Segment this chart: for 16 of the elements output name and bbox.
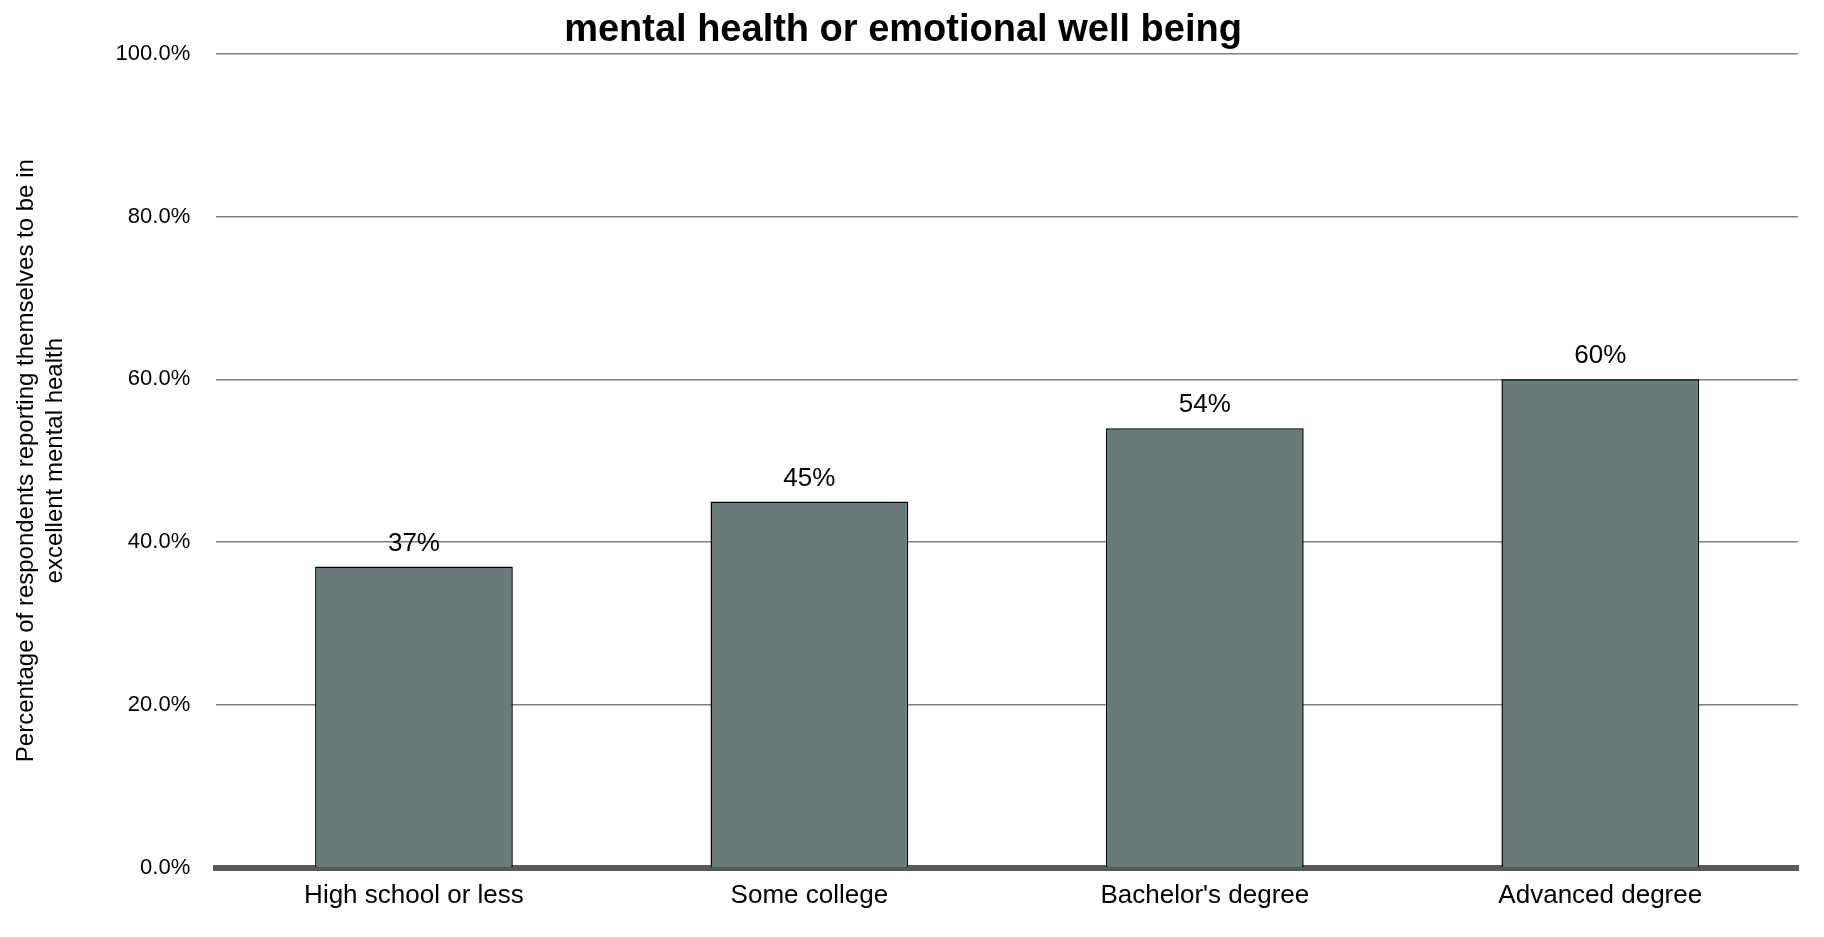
data-label: 54% — [1178, 388, 1231, 419]
y-tick-label: 100.0% — [115, 39, 191, 65]
x-tick-label: Advanced degree — [1498, 878, 1703, 909]
x-tick-label: High school or less — [304, 878, 524, 909]
y-tick-label: 60.0% — [127, 365, 191, 391]
y-tick-label: 40.0% — [127, 528, 191, 554]
y-tick-label: 0.0% — [140, 853, 191, 879]
data-label: 60% — [1574, 339, 1627, 370]
x-tick-label: Some college — [730, 878, 889, 909]
y-axis-title: Percentage of respondents reporting themselves to be in excellent mental health — [11, 159, 67, 763]
y-tick-label: 80.0% — [127, 202, 191, 228]
data-label: 37% — [387, 526, 440, 557]
data-label: 45% — [783, 461, 836, 492]
chart-title: mental health or emotional well being — [564, 7, 1242, 50]
x-tick-label: Bachelor's degree — [1100, 878, 1310, 909]
y-tick-label: 20.0% — [127, 691, 191, 717]
